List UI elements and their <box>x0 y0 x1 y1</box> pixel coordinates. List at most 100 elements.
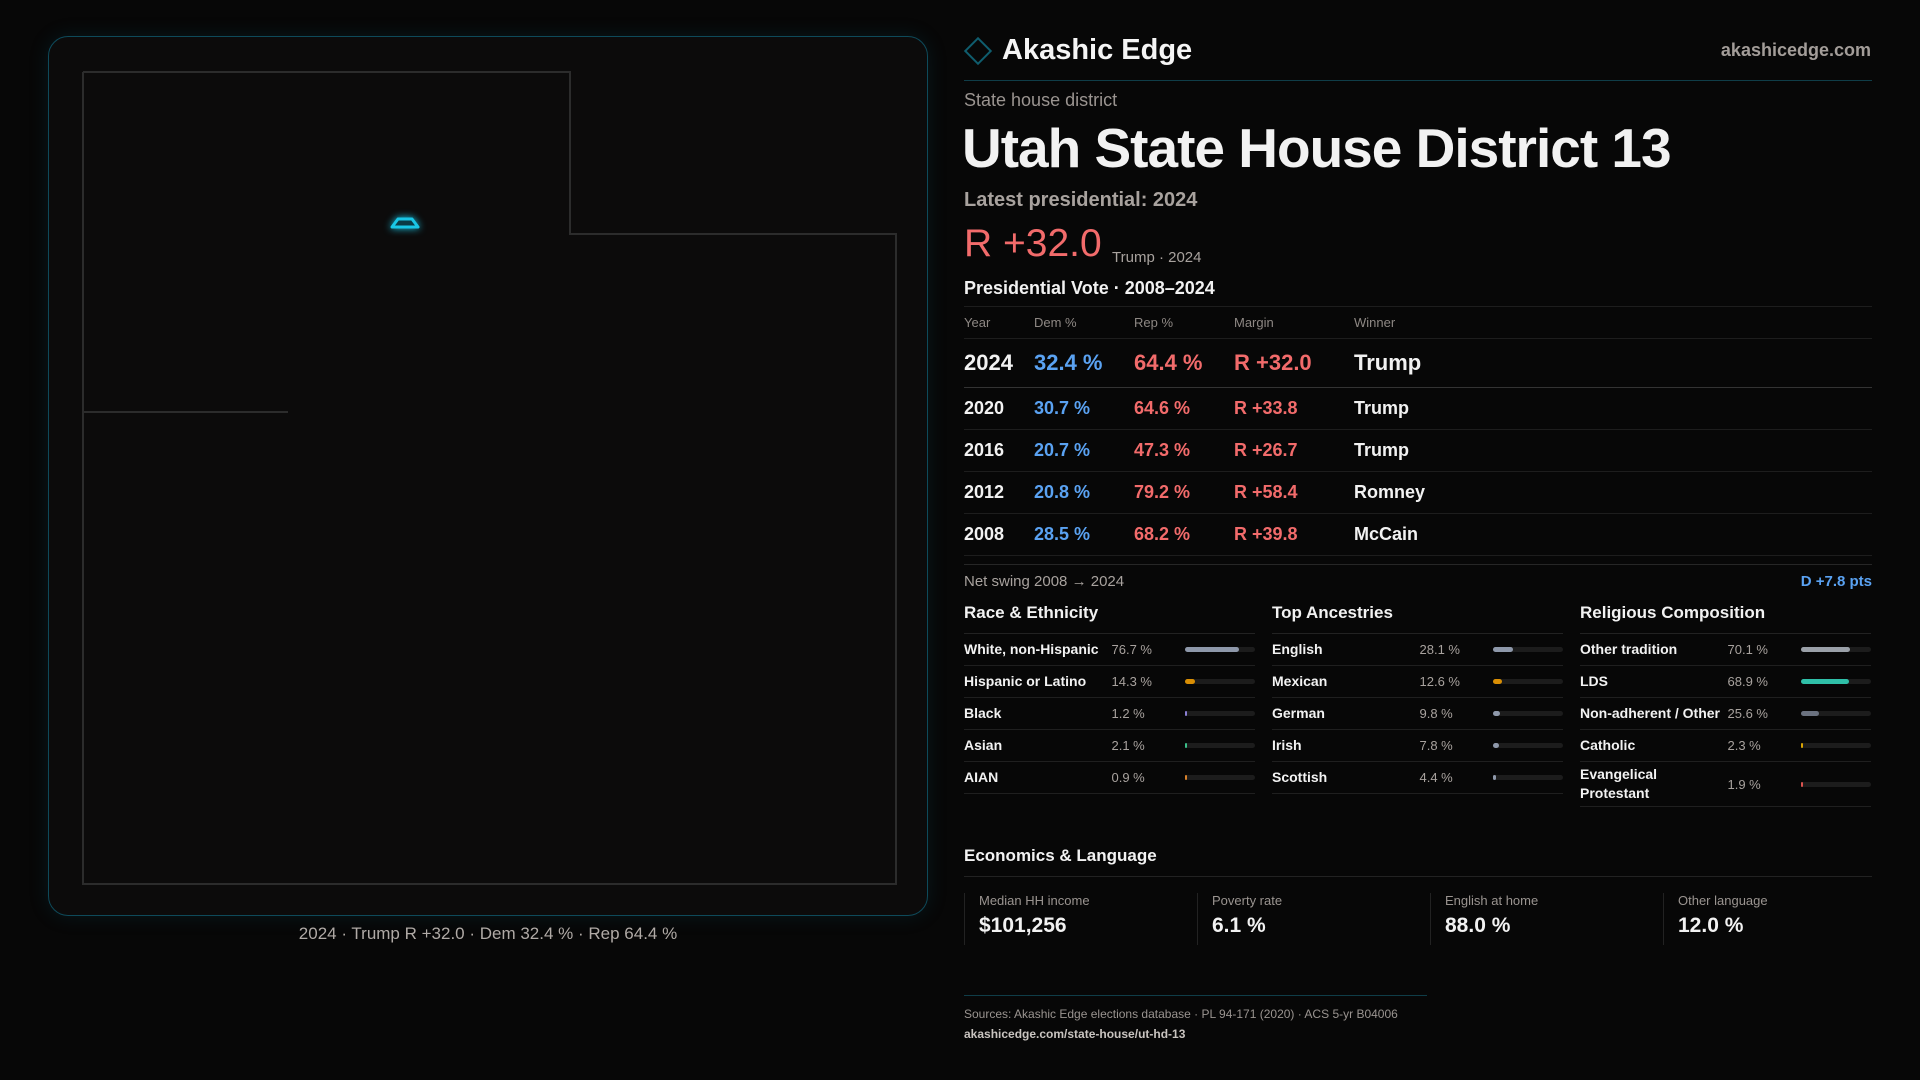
dem-pct-cell: 20.7 % <box>1034 429 1134 472</box>
bar-track <box>1493 647 1564 652</box>
bar-fill <box>1185 775 1188 780</box>
bar-fill <box>1801 647 1851 652</box>
table-row: 2016 20.7 % 47.3 % R +26.7 Trump <box>964 429 1872 472</box>
section-religious-composition: Religious Composition Other tradition 70.1… <box>1580 600 1872 807</box>
bar-fill <box>1185 679 1196 684</box>
list-item: Non-adherent / Other 25.6 % <box>1580 698 1872 730</box>
year-cell: 2024 <box>964 338 1034 388</box>
bar-track <box>1801 743 1872 748</box>
state-outline <box>82 71 897 885</box>
brand-logo[interactable]: Akashic Edge <box>963 34 1192 67</box>
map-caption: 2024 · Trump R +32.0 · Dem 32.4 % · Rep … <box>298 924 678 943</box>
item-value: 7.8 % <box>1419 738 1453 753</box>
list-item: Evangelical Protestant 1.9 % <box>1580 762 1872 807</box>
list-item: Other tradition 70.1 % <box>1580 634 1872 666</box>
item-value: 76.7 % <box>1111 642 1152 657</box>
winner-cell: Trump <box>1354 429 1872 472</box>
headline-margin: R +32.0 <box>964 222 1102 265</box>
site-link[interactable]: akashicedge.com <box>1720 40 1871 60</box>
section-race-ethnicity: Race & Ethnicity White, non-Hispanic 76.7 … <box>964 600 1256 794</box>
bar-fill <box>1493 775 1497 780</box>
bar-track <box>1185 679 1256 684</box>
stat-label: English at home <box>1445 893 1539 908</box>
list-item: Mexican 12.6 % <box>1272 666 1564 698</box>
presidential-table: Year Dem % Rep % Margin Winner 2024 32.4 … <box>964 306 1872 556</box>
rep-pct-cell: 64.6 % <box>1134 387 1234 430</box>
stat-value: 12.0 % <box>1678 914 1744 937</box>
item-label: Other tradition <box>1580 641 1678 657</box>
bar-fill <box>1801 679 1850 684</box>
year-cell: 2020 <box>964 387 1034 430</box>
col-winner: Winner <box>1354 306 1872 339</box>
item-label: AIAN <box>964 769 999 785</box>
district-map[interactable] <box>49 37 929 917</box>
winner-cell: Trump <box>1354 338 1872 388</box>
item-label: Mexican <box>1272 673 1328 689</box>
bar-fill <box>1493 711 1501 716</box>
col-dem: Dem % <box>1034 306 1134 339</box>
bar-track <box>1801 711 1872 716</box>
bar-fill <box>1493 743 1499 748</box>
district-kind: State house district <box>964 90 1118 110</box>
item-value: 25.6 % <box>1727 706 1768 721</box>
district-shape[interactable] <box>390 217 420 229</box>
item-value: 1.2 % <box>1111 706 1145 721</box>
bar-track <box>1493 711 1564 716</box>
item-value: 9.8 % <box>1419 706 1453 721</box>
dem-pct-cell: 28.5 % <box>1034 513 1134 556</box>
stat-card: Median HH income $101,256 <box>964 893 1197 945</box>
map-panel[interactable] <box>48 36 928 916</box>
list-item: Black 1.2 % <box>964 698 1256 730</box>
divider <box>964 564 1872 565</box>
bar-track <box>1185 647 1256 652</box>
item-label: Evangelical Protestant <box>1580 766 1658 801</box>
item-label: White, non-Hispanic <box>964 641 1099 657</box>
bar-fill <box>1493 679 1503 684</box>
dem-pct-cell: 20.8 % <box>1034 471 1134 514</box>
dem-pct-cell: 32.4 % <box>1034 338 1134 388</box>
item-value: 0.9 % <box>1111 770 1145 785</box>
stat-label: Poverty rate <box>1212 893 1283 908</box>
col-rep: Rep % <box>1134 306 1234 339</box>
sources-text: Sources: Akashic Edge elections database… <box>964 1007 1398 1021</box>
rep-pct-cell: 68.2 % <box>1134 513 1234 556</box>
item-label: English <box>1272 641 1323 657</box>
list-item: Catholic 2.3 % <box>1580 730 1872 762</box>
dem-pct-cell: 30.7 % <box>1034 387 1134 430</box>
bar-fill <box>1185 743 1188 748</box>
year-cell: 2016 <box>964 429 1034 472</box>
divider <box>964 995 1427 996</box>
table-row: 2012 20.8 % 79.2 % R +58.4 Romney <box>964 471 1872 514</box>
bar-fill <box>1801 781 1804 787</box>
item-label: German <box>1272 705 1325 721</box>
col-margin: Margin <box>1234 306 1354 339</box>
net-swing-label: Net swing 2008 → 2024 <box>964 573 1125 590</box>
bar-track <box>1801 679 1872 684</box>
bar-track <box>1493 775 1564 780</box>
page-link[interactable]: akashicedge.com/state-house/ut-hd-13 <box>964 1027 1186 1041</box>
list-item: English 28.1 % <box>1272 634 1564 666</box>
stat-label: Median HH income <box>979 893 1090 908</box>
year-cell: 2008 <box>964 513 1034 556</box>
stat-label: Other language <box>1678 893 1768 908</box>
list-item: LDS 68.9 % <box>1580 666 1872 698</box>
list-item: Hispanic or Latino 14.3 % <box>964 666 1256 698</box>
item-value: 1.9 % <box>1727 776 1761 792</box>
list-item: Scottish 4.4 % <box>1272 762 1564 794</box>
item-value: 12.6 % <box>1419 674 1460 689</box>
stat-card: Poverty rate 6.1 % <box>1197 893 1430 945</box>
latest-presidential: Latest presidential: 2024 <box>964 189 1198 211</box>
list-item: Asian 2.1 % <box>964 730 1256 762</box>
year-cell: 2012 <box>964 471 1034 514</box>
bar-fill <box>1493 647 1513 652</box>
list-item: AIAN 0.9 % <box>964 762 1256 794</box>
economics-title: Economics & Language <box>964 846 1157 865</box>
col-year: Year <box>964 306 1034 339</box>
section-title: Top Ancestries <box>1272 600 1563 634</box>
net-swing-value: D +7.8 pts <box>1800 573 1872 590</box>
section-title: Race & Ethnicity <box>964 600 1255 634</box>
section-top-ancestries: Top Ancestries English 28.1 % Mexican 12.6 %… <box>1272 600 1564 794</box>
bar-track <box>1801 781 1872 787</box>
item-value: 2.1 % <box>1111 738 1145 753</box>
divider <box>964 876 1872 877</box>
